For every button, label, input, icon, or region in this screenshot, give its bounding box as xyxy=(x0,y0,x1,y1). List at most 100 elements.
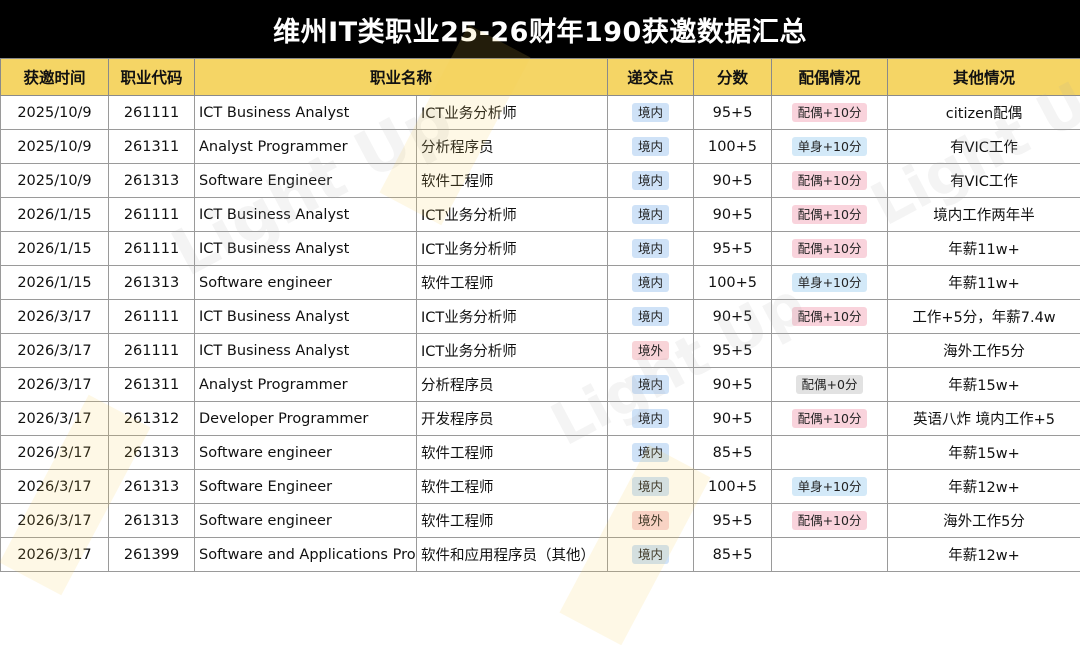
cell-name-en: Software Engineer xyxy=(195,164,417,198)
cell-other: 年薪12w+ xyxy=(888,470,1080,504)
spouse-badge: 单身+10分 xyxy=(792,273,868,292)
cell-name-cn: 软件工程师 xyxy=(417,164,608,198)
spouse-badge: 配偶+10分 xyxy=(792,239,868,258)
cell-name-en: ICT Business Analyst xyxy=(195,232,417,266)
cell-date: 2026/3/17 xyxy=(1,436,109,470)
cell-location: 境内 xyxy=(608,130,694,164)
cell-location: 境外 xyxy=(608,334,694,368)
cell-name-cn: 软件工程师 xyxy=(417,504,608,538)
cell-spouse: 配偶+0分 xyxy=(772,368,888,402)
location-badge: 境内 xyxy=(632,375,669,394)
cell-date: 2026/3/17 xyxy=(1,368,109,402)
cell-score: 100+5 xyxy=(694,266,772,300)
cell-code: 261111 xyxy=(109,334,195,368)
header-date: 获邀时间 xyxy=(1,59,109,96)
location-badge: 境内 xyxy=(632,103,669,122)
cell-other: 年薪12w+ xyxy=(888,538,1080,572)
header-name: 职业名称 xyxy=(195,59,608,96)
cell-name-en: ICT Business Analyst xyxy=(195,198,417,232)
data-table: 获邀时间 职业代码 职业名称 递交点 分数 配偶情况 其他情况 2025/10/… xyxy=(0,58,1080,572)
cell-date: 2026/1/15 xyxy=(1,266,109,300)
cell-name-en: Software and Applications Progr xyxy=(195,538,417,572)
cell-score: 95+5 xyxy=(694,334,772,368)
cell-other: 海外工作5分 xyxy=(888,334,1080,368)
cell-spouse: 单身+10分 xyxy=(772,470,888,504)
cell-code: 261313 xyxy=(109,266,195,300)
cell-name-cn: 开发程序员 xyxy=(417,402,608,436)
cell-other: 境内工作两年半 xyxy=(888,198,1080,232)
cell-spouse xyxy=(772,538,888,572)
cell-date: 2026/1/15 xyxy=(1,232,109,266)
cell-name-cn: 分析程序员 xyxy=(417,130,608,164)
spouse-badge: 配偶+10分 xyxy=(792,205,868,224)
cell-score: 100+5 xyxy=(694,470,772,504)
location-badge: 境内 xyxy=(632,137,669,156)
spouse-badge: 配偶+10分 xyxy=(792,103,868,122)
spouse-badge: 配偶+10分 xyxy=(792,409,868,428)
spouse-badge: 配偶+10分 xyxy=(792,171,868,190)
cell-score: 85+5 xyxy=(694,436,772,470)
cell-name-cn: 分析程序员 xyxy=(417,368,608,402)
cell-name-cn: ICT业务分析师 xyxy=(417,300,608,334)
cell-location: 境内 xyxy=(608,436,694,470)
cell-other: 年薪15w+ xyxy=(888,436,1080,470)
cell-location: 境内 xyxy=(608,300,694,334)
cell-location: 境内 xyxy=(608,266,694,300)
cell-date: 2026/3/17 xyxy=(1,538,109,572)
location-badge: 境内 xyxy=(632,545,669,564)
cell-spouse: 配偶+10分 xyxy=(772,402,888,436)
cell-date: 2026/3/17 xyxy=(1,334,109,368)
cell-date: 2026/3/17 xyxy=(1,300,109,334)
spouse-badge: 单身+10分 xyxy=(792,477,868,496)
cell-date: 2025/10/9 xyxy=(1,164,109,198)
cell-date: 2025/10/9 xyxy=(1,130,109,164)
cell-code: 261311 xyxy=(109,368,195,402)
cell-score: 95+5 xyxy=(694,96,772,130)
cell-score: 90+5 xyxy=(694,402,772,436)
cell-spouse: 单身+10分 xyxy=(772,266,888,300)
cell-code: 261311 xyxy=(109,130,195,164)
spouse-badge: 配偶+10分 xyxy=(792,307,868,326)
cell-location: 境内 xyxy=(608,198,694,232)
cell-date: 2026/3/17 xyxy=(1,470,109,504)
spouse-badge: 单身+10分 xyxy=(792,137,868,156)
cell-code: 261312 xyxy=(109,402,195,436)
cell-other: citizen配偶 xyxy=(888,96,1080,130)
location-badge: 境内 xyxy=(632,307,669,326)
cell-spouse: 单身+10分 xyxy=(772,130,888,164)
header-spouse: 配偶情况 xyxy=(772,59,888,96)
cell-spouse: 配偶+10分 xyxy=(772,198,888,232)
cell-code: 261313 xyxy=(109,436,195,470)
location-badge: 境内 xyxy=(632,443,669,462)
cell-name-en: Analyst Programmer xyxy=(195,368,417,402)
cell-name-cn: ICT业务分析师 xyxy=(417,96,608,130)
spouse-badge: 配偶+0分 xyxy=(796,375,864,394)
cell-name-cn: 软件工程师 xyxy=(417,470,608,504)
cell-score: 90+5 xyxy=(694,198,772,232)
location-badge: 境内 xyxy=(632,477,669,496)
cell-code: 261111 xyxy=(109,232,195,266)
cell-name-en: ICT Business Analyst xyxy=(195,300,417,334)
cell-other: 有VIC工作 xyxy=(888,164,1080,198)
cell-score: 90+5 xyxy=(694,164,772,198)
cell-name-en: Developer Programmer xyxy=(195,402,417,436)
location-badge: 境内 xyxy=(632,273,669,292)
cell-other: 年薪15w+ xyxy=(888,368,1080,402)
header-other: 其他情况 xyxy=(888,59,1080,96)
page-title: 维州IT类职业25-26财年190获邀数据汇总 xyxy=(0,0,1080,58)
cell-score: 85+5 xyxy=(694,538,772,572)
location-badge: 境内 xyxy=(632,239,669,258)
cell-score: 100+5 xyxy=(694,130,772,164)
cell-name-cn: ICT业务分析师 xyxy=(417,232,608,266)
cell-location: 境内 xyxy=(608,96,694,130)
cell-date: 2025/10/9 xyxy=(1,96,109,130)
cell-other: 有VIC工作 xyxy=(888,130,1080,164)
